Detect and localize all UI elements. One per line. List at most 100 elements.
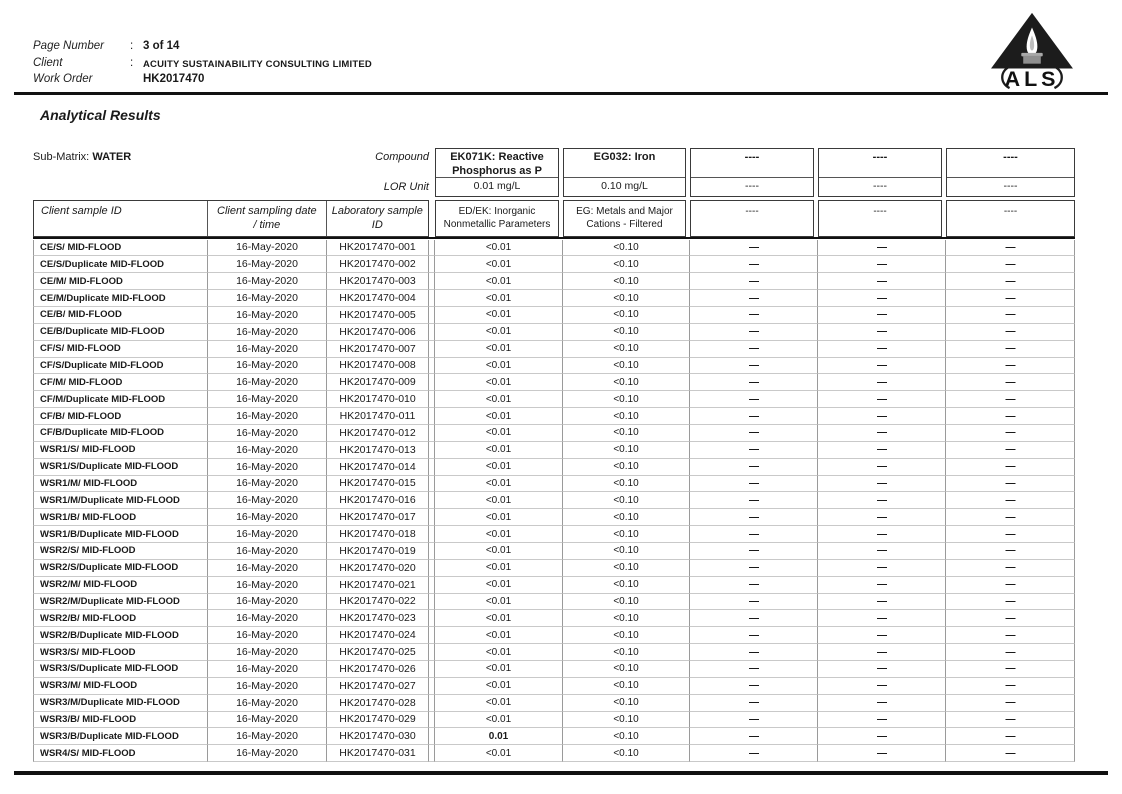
reactive-p-cell: <0.01 (435, 711, 563, 729)
client-colon: : (130, 57, 134, 69)
iron-cell: <0.10 (563, 273, 690, 291)
dash-cell: — (946, 391, 1075, 409)
sample-id-cell: WSR1/B/ MID-FLOOD (33, 509, 208, 527)
reactive-p-cell: <0.01 (435, 374, 563, 392)
method-group-empty-3: ---- (946, 200, 1075, 237)
dash-cell: — (690, 374, 818, 392)
sample-id-cell: WSR1/S/Duplicate MID-FLOOD (33, 458, 208, 476)
iron-cell: <0.10 (563, 256, 690, 274)
sample-id-cell: WSR3/S/Duplicate MID-FLOOD (33, 660, 208, 678)
lor-value: 0.01 mg/L (473, 180, 521, 192)
dash-cell: — (690, 290, 818, 307)
method-group-empty-1: ---- (690, 200, 814, 237)
column-header-sampling-date: Client sampling date / time (208, 201, 327, 236)
sample-id-cell: WSR1/B/Duplicate MID-FLOOD (33, 526, 208, 543)
sample-id-cell: WSR4/S/ MID-FLOOD (33, 745, 208, 763)
sample-id-cell: WSR2/M/ MID-FLOOD (33, 576, 208, 594)
dash-cell: — (946, 290, 1075, 307)
compound-name: EG032: Iron (564, 149, 685, 178)
lab-id-cell: HK2017470-012 (327, 424, 429, 442)
dash-cell: — (690, 728, 818, 746)
lab-id-cell: HK2017470-019 (327, 542, 429, 560)
lab-id-cell: HK2017470-015 (327, 475, 429, 493)
iron-cell: <0.10 (563, 610, 690, 628)
date-cell: 16-May-2020 (208, 340, 327, 358)
iron-cell: <0.10 (563, 475, 690, 493)
lab-id-cell: HK2017470-006 (327, 323, 429, 341)
date-cell: 16-May-2020 (208, 374, 327, 392)
reactive-p-cell: <0.01 (435, 576, 563, 594)
sample-id-cell: WSR2/M/Duplicate MID-FLOOD (33, 593, 208, 611)
reactive-p-cell: <0.01 (435, 694, 563, 712)
date-cell: 16-May-2020 (208, 728, 327, 746)
date-cell: 16-May-2020 (208, 644, 327, 661)
iron-cell: <0.10 (563, 627, 690, 645)
dash-cell: — (690, 610, 818, 628)
column-spacer (429, 559, 435, 577)
reactive-p-cell: <0.01 (435, 526, 563, 543)
reactive-p-cell: <0.01 (435, 745, 563, 763)
column-spacer (429, 374, 435, 392)
reactive-p-cell: <0.01 (435, 273, 563, 291)
sample-id-cell: CF/M/ MID-FLOOD (33, 374, 208, 392)
dash-cell: — (946, 677, 1075, 695)
sample-id-cell: WSR3/B/ MID-FLOOD (33, 711, 208, 729)
dash-cell: — (818, 374, 946, 392)
date-cell: 16-May-2020 (208, 627, 327, 645)
iron-cell: <0.10 (563, 593, 690, 611)
iron-cell: <0.10 (563, 644, 690, 661)
method-box-empty-1: ---- ---- (690, 148, 814, 197)
column-spacer (429, 677, 435, 695)
column-spacer (429, 273, 435, 291)
iron-cell: <0.10 (563, 660, 690, 678)
method-box-empty-3: ---- ---- (946, 148, 1075, 197)
compound-name: ---- (947, 149, 1074, 178)
reactive-p-cell: <0.01 (435, 239, 563, 257)
column-header-lab-sample-id: Laboratory sample ID (327, 201, 428, 236)
sample-id-cell: CE/S/Duplicate MID-FLOOD (33, 256, 208, 274)
date-cell: 16-May-2020 (208, 492, 327, 510)
iron-cell: <0.10 (563, 542, 690, 560)
sub-matrix-label: Sub-Matrix: (33, 151, 90, 163)
reactive-p-cell: <0.01 (435, 458, 563, 476)
column-spacer (429, 323, 435, 341)
lab-id-cell: HK2017470-027 (327, 677, 429, 695)
dash-cell: — (818, 290, 946, 307)
date-cell: 16-May-2020 (208, 677, 327, 695)
lab-id-cell: HK2017470-018 (327, 526, 429, 543)
date-cell: 16-May-2020 (208, 576, 327, 594)
reactive-p-cell: <0.01 (435, 627, 563, 645)
dash-cell: — (946, 357, 1075, 375)
dash-cell: — (946, 576, 1075, 594)
lab-id-cell: HK2017470-007 (327, 340, 429, 358)
sample-id-cell: CE/B/Duplicate MID-FLOOD (33, 323, 208, 341)
method-group-empty-2: ---- (818, 200, 942, 237)
reactive-p-cell: <0.01 (435, 391, 563, 409)
iron-cell: <0.10 (563, 745, 690, 763)
column-spacer (429, 340, 435, 358)
column-spacer (429, 728, 435, 746)
client-label: Client (33, 57, 63, 69)
iron-cell: <0.10 (563, 239, 690, 257)
column-spacer (429, 424, 435, 442)
reactive-p-cell: <0.01 (435, 509, 563, 527)
dash-cell: — (818, 542, 946, 560)
reactive-p-cell: <0.01 (435, 593, 563, 611)
method-group-inorganic: ED/EK: Inorganic Nonmetallic Parameters (435, 200, 559, 237)
page-number-value: 3 of 14 (143, 40, 180, 52)
dash-cell: — (946, 492, 1075, 510)
column-spacer (429, 542, 435, 560)
column-spacer (429, 441, 435, 459)
dash-cell: — (946, 323, 1075, 341)
dash-cell: — (946, 711, 1075, 729)
sampling-date-line1: Client sampling date (217, 205, 317, 217)
date-cell: 16-May-2020 (208, 290, 327, 307)
dash-cell: — (946, 694, 1075, 712)
column-spacer (429, 239, 435, 257)
reactive-p-cell: <0.01 (435, 441, 563, 459)
iron-cell: <0.10 (563, 576, 690, 594)
dash-cell: — (690, 542, 818, 560)
dash-cell: — (946, 256, 1075, 274)
dash-cell: — (946, 728, 1075, 746)
column-spacer (429, 745, 435, 763)
